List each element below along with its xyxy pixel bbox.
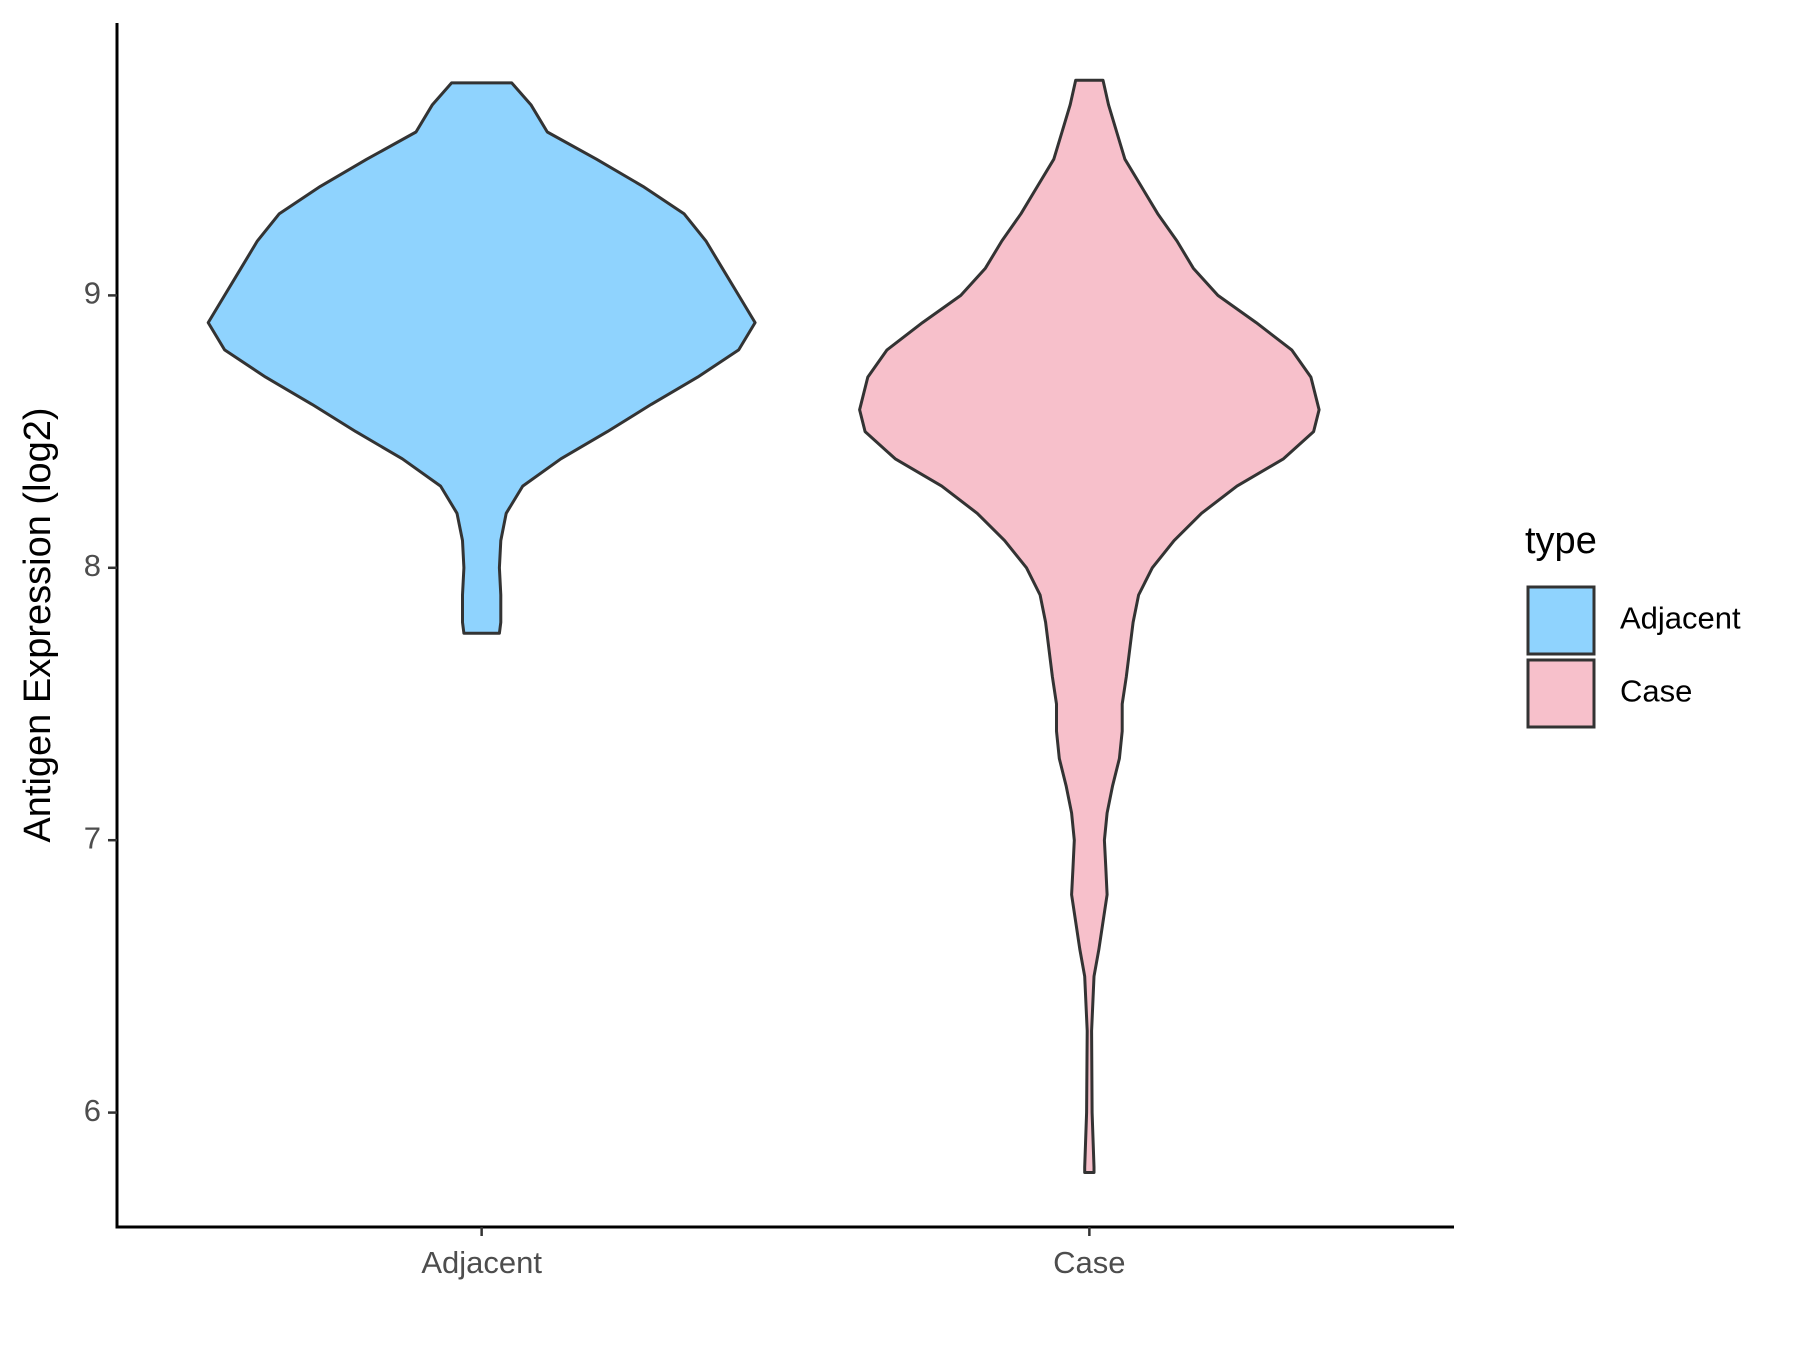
y-tick-label: 6 xyxy=(84,1093,101,1128)
legend-title: type xyxy=(1525,520,1597,562)
y-tick-label: 7 xyxy=(84,820,101,855)
y-tick-label: 8 xyxy=(84,548,101,583)
x-tick-label: Case xyxy=(1053,1245,1125,1280)
y-axis-title: Antigen Expression (log2) xyxy=(17,407,59,842)
violin xyxy=(206,81,757,635)
violin xyxy=(858,78,1321,1174)
y-tick-label: 9 xyxy=(84,276,101,311)
legend-label: Case xyxy=(1620,674,1692,709)
legend-key xyxy=(1526,658,1596,729)
x-tick-label: Adjacent xyxy=(421,1245,542,1280)
legend-label: Adjacent xyxy=(1620,601,1741,636)
legend-key xyxy=(1526,585,1596,656)
